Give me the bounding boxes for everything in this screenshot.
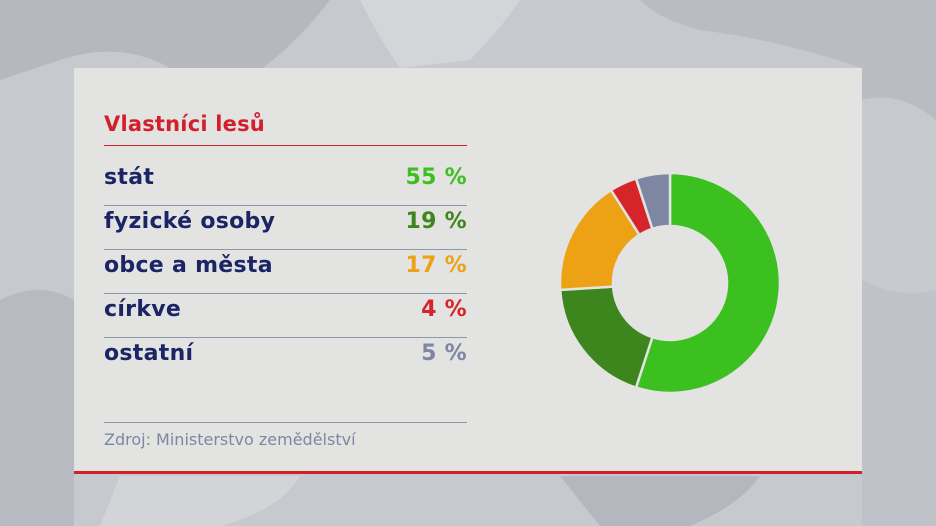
source-divider bbox=[104, 422, 467, 423]
title-divider bbox=[104, 145, 467, 146]
legend-label: obce a města bbox=[104, 253, 273, 278]
donut-chart bbox=[558, 171, 782, 395]
legend-table: stát 55 % fyzické osoby 19 % obce a měst… bbox=[104, 162, 467, 382]
legend-value: 19 % bbox=[405, 209, 467, 234]
legend-label: církve bbox=[104, 297, 182, 322]
legend-value: 17 % bbox=[405, 253, 467, 278]
legend-label: fyzické osoby bbox=[104, 209, 276, 234]
legend-row: ostatní 5 % bbox=[104, 338, 467, 382]
legend-label: stát bbox=[104, 165, 155, 190]
donut-slice-5 bbox=[634, 171, 672, 231]
infographic-panel: Vlastníci lesů stát 55 % fyzické osoby 1… bbox=[74, 68, 862, 474]
legend-value: 4 % bbox=[421, 297, 467, 322]
legend-label: ostatní bbox=[104, 341, 194, 366]
legend-value: 5 % bbox=[421, 341, 467, 366]
chart-title: Vlastníci lesů bbox=[104, 112, 265, 136]
legend-row: obce a města 17 % bbox=[104, 250, 467, 294]
source-note: Zdroj: Ministerstvo zemědělství bbox=[104, 430, 356, 449]
legend-row: fyzické osoby 19 % bbox=[104, 206, 467, 250]
legend-row: církve 4 % bbox=[104, 294, 467, 338]
legend-row: stát 55 % bbox=[104, 162, 467, 206]
legend-value: 55 % bbox=[405, 165, 467, 190]
donut-slice-2 bbox=[558, 285, 654, 390]
donut-slice-1 bbox=[634, 171, 782, 395]
